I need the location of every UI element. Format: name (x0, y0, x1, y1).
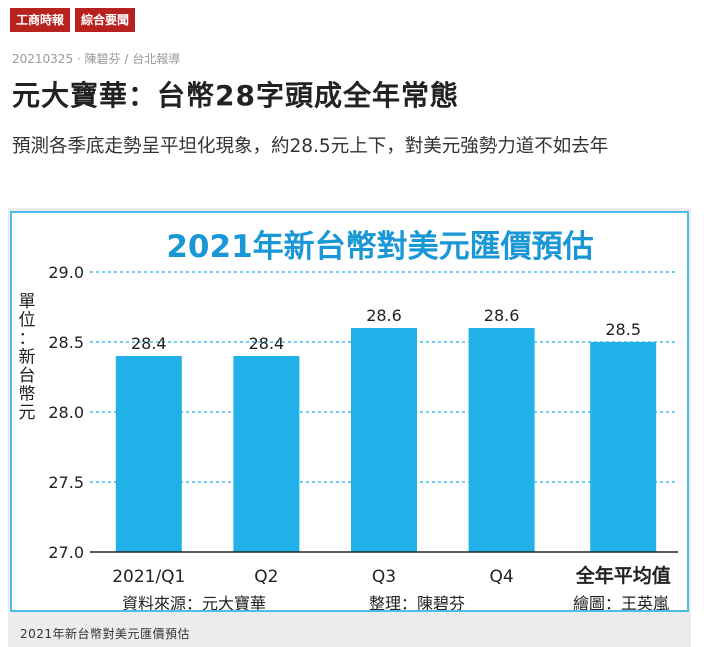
article-meta: 20210325 · 陳碧芬 / 台北報導 (12, 50, 180, 67)
value-label: 28.6 (366, 306, 402, 325)
y-axis-label-char: 台 (19, 366, 36, 386)
publish-date: 20210325 (12, 52, 74, 66)
bars (115, 328, 657, 552)
category-tags: 工商時報 綜合要聞 (10, 8, 136, 32)
y-axis-label-char: 新 (19, 348, 36, 368)
x-tick-label: 2021/Q1 (112, 567, 185, 587)
chart-frame: 2021年新台幣對美元匯價預估 單位：新台幣元 29.0 28.5 28.0 27.5… (10, 211, 689, 612)
illustrator-credit: 繪圖：王英嵐 (573, 594, 669, 610)
y-tick-labels: 29.0 28.5 28.0 27.5 27.0 (48, 263, 84, 562)
y-axis-label-char: 單 (19, 292, 36, 312)
value-label: 28.6 (484, 306, 520, 325)
meta-separator-slash: / (124, 52, 133, 66)
bar (468, 328, 535, 552)
author-link[interactable]: 陳碧芬 (84, 52, 121, 66)
x-tick-labels: 2021/Q1 Q2 Q3 Q4 全年平均值 (112, 564, 671, 587)
y-tick-label: 27.5 (48, 473, 84, 492)
article-title: 元大寶華：台幣28字頭成全年常態 (12, 79, 459, 112)
tag-general-news[interactable]: 綜合要聞 (75, 8, 136, 32)
editor-credit: 整理：陳碧芬 (369, 594, 465, 610)
y-tick-label: 28.5 (48, 333, 84, 352)
tag-commercial-times[interactable]: 工商時報 (10, 8, 71, 32)
y-tick-label: 27.0 (48, 543, 84, 562)
x-tick-label: Q2 (254, 567, 278, 587)
chart-title: 2021年新台幣對美元匯價預估 (166, 229, 593, 265)
bar (351, 328, 417, 552)
value-label: 28.4 (131, 334, 167, 353)
y-tick-label: 29.0 (48, 263, 84, 282)
bar (115, 356, 182, 552)
y-axis-label-char: ： (19, 329, 36, 349)
value-label: 28.5 (605, 320, 641, 339)
article-figure: 2021年新台幣對美元匯價預估 單位：新台幣元 29.0 28.5 28.0 27.5… (8, 208, 691, 647)
bar (590, 342, 657, 552)
y-tick-label: 28.0 (48, 403, 84, 422)
value-labels: 28.4 28.4 28.6 28.6 28.5 (131, 306, 641, 353)
y-axis-label-char: 幣 (19, 385, 36, 405)
value-label: 28.4 (249, 334, 285, 353)
x-tick-label: Q4 (489, 567, 513, 587)
x-tick-label: Q3 (372, 567, 396, 587)
y-axis-label-char: 元 (19, 403, 36, 423)
source-credit: 資料來源：元大寶華 (122, 594, 266, 610)
meta-separator-dot: · (76, 52, 85, 66)
y-axis-label-char: 位 (19, 311, 36, 331)
bar (233, 356, 300, 552)
location: 台北報導 (132, 52, 181, 66)
figure-caption: 2021年新台幣對美元匯價預估 (20, 627, 191, 641)
x-tick-label: 全年平均值 (575, 564, 671, 587)
article-subtitle: 預測各季底走勢呈平坦化現象，約28.5元上下，對美元強勢力道不如去年 (12, 136, 609, 157)
